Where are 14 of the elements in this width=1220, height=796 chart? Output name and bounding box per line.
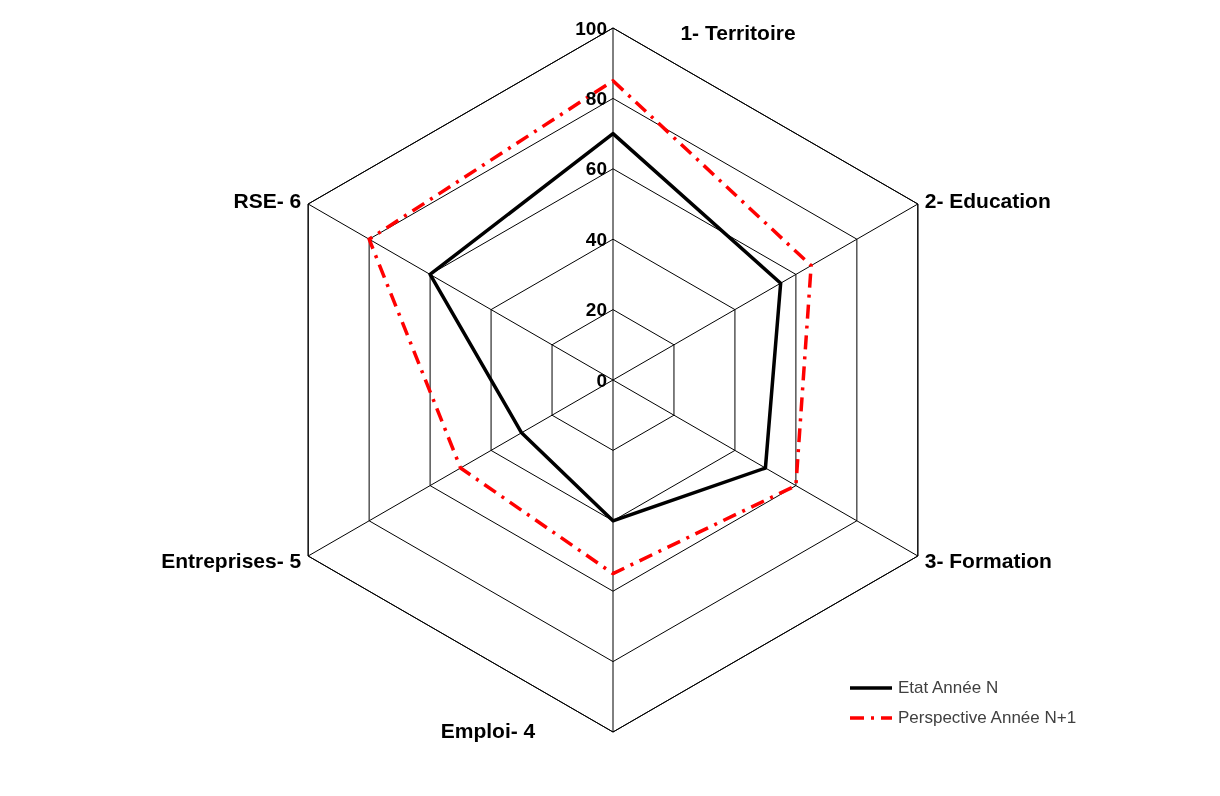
spoke-label: Emploi- 4 bbox=[440, 718, 536, 742]
legend-label: Etat Année N bbox=[898, 678, 999, 698]
y-tick-label: 40 bbox=[585, 228, 607, 250]
spoke-label: 3- Formation bbox=[924, 548, 1052, 572]
spoke-label: 2- Education bbox=[924, 188, 1051, 212]
spoke-label: Entreprises- 5 bbox=[161, 548, 302, 572]
y-tick-label: 20 bbox=[585, 299, 607, 321]
y-tick-label: 100 bbox=[575, 17, 607, 39]
y-tick-label: 60 bbox=[585, 158, 607, 180]
legend-label: Perspective Année N+1 bbox=[898, 708, 1077, 728]
y-tick-label: 0 bbox=[596, 369, 607, 391]
spoke-label: RSE- 6 bbox=[233, 188, 302, 212]
spoke-label: 1- Territoire bbox=[680, 20, 796, 44]
y-tick-label: 80 bbox=[585, 87, 607, 109]
